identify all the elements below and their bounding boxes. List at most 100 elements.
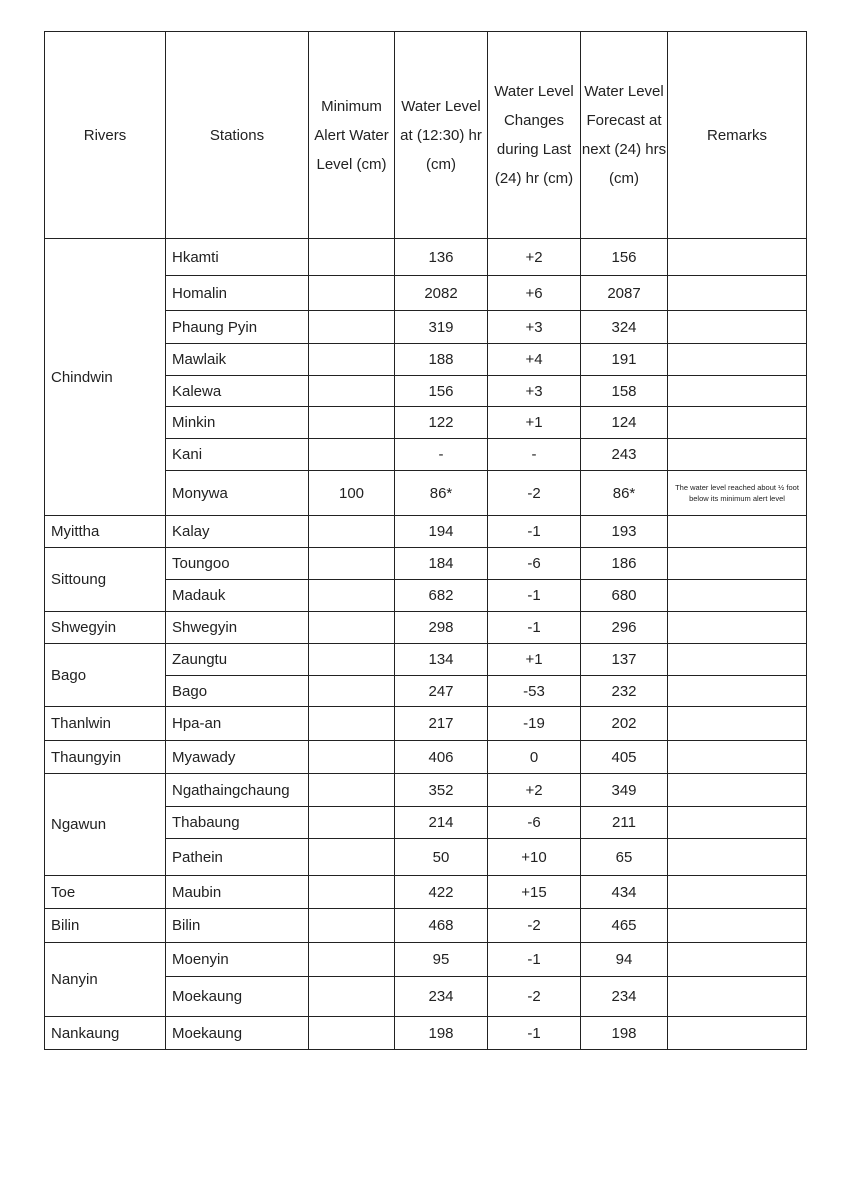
min-alert-cell bbox=[308, 942, 395, 977]
change-cell: +3 bbox=[487, 375, 581, 407]
station-cell: Hpa-an bbox=[165, 706, 309, 741]
forecast-cell: 158 bbox=[580, 375, 668, 407]
water-level-cell: 194 bbox=[394, 515, 488, 548]
change-cell: +6 bbox=[487, 275, 581, 311]
change-cell: -2 bbox=[487, 976, 581, 1017]
remarks-cell bbox=[667, 976, 807, 1017]
table-row: Mawlaik 188 +4 191 bbox=[45, 343, 807, 376]
water-level-cell: 352 bbox=[394, 773, 488, 807]
station-cell: Monywa bbox=[165, 470, 309, 516]
change-cell: -1 bbox=[487, 579, 581, 612]
remarks-cell bbox=[667, 547, 807, 580]
water-level-cell: 95 bbox=[394, 942, 488, 977]
river-cell: Nankaung bbox=[44, 1016, 166, 1050]
river-cell: Bago bbox=[44, 643, 166, 707]
station-cell: Minkin bbox=[165, 406, 309, 439]
river-cell: Toe bbox=[44, 875, 166, 909]
water-level-cell: 134 bbox=[394, 643, 488, 676]
change-cell: +3 bbox=[487, 310, 581, 344]
river-cell: Chindwin bbox=[44, 238, 166, 516]
remarks-cell bbox=[667, 343, 807, 376]
forecast-cell: 86* bbox=[580, 470, 668, 516]
header-min-alert: Minimum Alert Water Level (cm) bbox=[308, 31, 395, 239]
min-alert-cell bbox=[308, 375, 395, 407]
station-cell: Shwegyin bbox=[165, 611, 309, 644]
forecast-cell: 232 bbox=[580, 675, 668, 707]
water-level-cell: 234 bbox=[394, 976, 488, 1017]
change-cell: - bbox=[487, 438, 581, 471]
remarks-cell bbox=[667, 1016, 807, 1050]
forecast-cell: 243 bbox=[580, 438, 668, 471]
station-cell: Pathein bbox=[165, 838, 309, 876]
change-cell: 0 bbox=[487, 740, 581, 774]
table-row: Minkin 122 +1 124 bbox=[45, 406, 807, 439]
change-cell: +2 bbox=[487, 238, 581, 276]
forecast-cell: 465 bbox=[580, 908, 668, 943]
forecast-cell: 405 bbox=[580, 740, 668, 774]
table-row: Thaungyin Myawady 406 0 405 bbox=[44, 740, 807, 774]
change-cell: -1 bbox=[487, 515, 581, 548]
water-level-cell: 198 bbox=[394, 1016, 488, 1050]
change-cell: -1 bbox=[487, 611, 581, 644]
table-row: Thabaung 214 -6 211 bbox=[45, 806, 807, 839]
remarks-cell bbox=[667, 375, 807, 407]
forecast-cell: 680 bbox=[580, 579, 668, 612]
min-alert-cell bbox=[308, 515, 395, 548]
table-row: Kalewa 156 +3 158 bbox=[45, 375, 807, 407]
min-alert-cell bbox=[308, 643, 395, 676]
min-alert-cell bbox=[308, 547, 395, 580]
station-cell: Moekaung bbox=[165, 976, 309, 1017]
forecast-cell: 156 bbox=[580, 238, 668, 276]
remarks-cell bbox=[667, 740, 807, 774]
change-cell: +1 bbox=[487, 406, 581, 439]
station-cell: Homalin bbox=[165, 275, 309, 311]
water-level-cell: - bbox=[394, 438, 488, 471]
change-cell: -1 bbox=[487, 942, 581, 977]
station-cell: Thabaung bbox=[165, 806, 309, 839]
table-row: Bago 247 -53 232 bbox=[45, 675, 807, 707]
min-alert-cell bbox=[308, 773, 395, 807]
forecast-cell: 198 bbox=[580, 1016, 668, 1050]
table-row: Madauk 682 -1 680 bbox=[45, 579, 807, 612]
station-cell: Mawlaik bbox=[165, 343, 309, 376]
table-row: Phaung Pyin 319 +3 324 bbox=[45, 310, 807, 344]
station-cell: Maubin bbox=[165, 875, 309, 909]
river-cell: Thanlwin bbox=[44, 706, 166, 741]
water-level-cell: 2082 bbox=[394, 275, 488, 311]
min-alert-cell bbox=[308, 976, 395, 1017]
remarks-cell bbox=[667, 838, 807, 876]
station-cell: Moenyin bbox=[165, 942, 309, 977]
header-rivers: Rivers bbox=[44, 31, 166, 239]
change-cell: -19 bbox=[487, 706, 581, 741]
header-change: Water Level Changes during Last (24) hr … bbox=[487, 31, 581, 239]
forecast-cell: 94 bbox=[580, 942, 668, 977]
station-cell: Bago bbox=[165, 675, 309, 707]
water-level-cell: 50 bbox=[394, 838, 488, 876]
forecast-cell: 234 bbox=[580, 976, 668, 1017]
change-cell: +10 bbox=[487, 838, 581, 876]
water-level-cell: 214 bbox=[394, 806, 488, 839]
remarks-cell bbox=[667, 238, 807, 276]
water-level-cell: 247 bbox=[394, 675, 488, 707]
water-level-cell: 468 bbox=[394, 908, 488, 943]
river-cell: Sittoung bbox=[44, 547, 166, 612]
table-row: Nanyin Moenyin 95 -1 94 bbox=[44, 942, 807, 1017]
water-level-cell: 406 bbox=[394, 740, 488, 774]
min-alert-cell: 100 bbox=[308, 470, 395, 516]
forecast-cell: 349 bbox=[580, 773, 668, 807]
forecast-cell: 124 bbox=[580, 406, 668, 439]
change-cell: -2 bbox=[487, 470, 581, 516]
min-alert-cell bbox=[308, 310, 395, 344]
min-alert-cell bbox=[308, 908, 395, 943]
header-remarks: Remarks bbox=[667, 31, 807, 239]
min-alert-cell bbox=[308, 438, 395, 471]
water-level-cell: 682 bbox=[394, 579, 488, 612]
change-cell: +15 bbox=[487, 875, 581, 909]
water-level-cell: 122 bbox=[394, 406, 488, 439]
min-alert-cell bbox=[308, 875, 395, 909]
forecast-cell: 186 bbox=[580, 547, 668, 580]
change-cell: -53 bbox=[487, 675, 581, 707]
remarks-cell bbox=[667, 908, 807, 943]
table-row: Sittoung Toungoo 184 -6 186 bbox=[44, 547, 807, 612]
min-alert-cell bbox=[308, 838, 395, 876]
